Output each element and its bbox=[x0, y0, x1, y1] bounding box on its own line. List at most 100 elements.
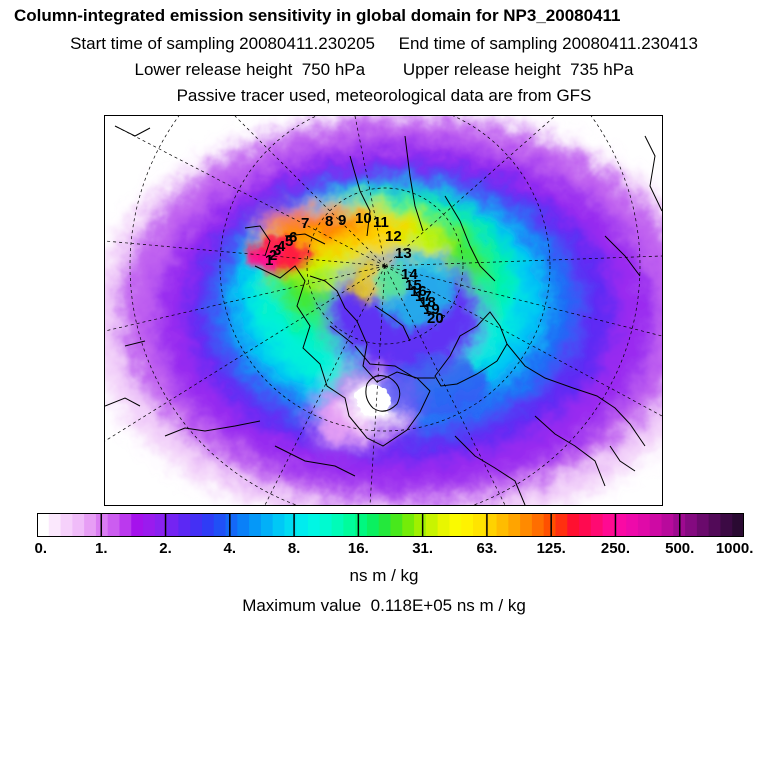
flight-label-9: 9 bbox=[338, 212, 346, 229]
colorbar-tick-label: 1. bbox=[95, 540, 108, 557]
plot-title: Column-integrated emission sensitivity i… bbox=[14, 6, 621, 25]
end-time: End time of sampling 20080411.230413 bbox=[398, 34, 698, 53]
coastlines bbox=[105, 125, 662, 505]
flight-label-6: 6 bbox=[289, 229, 297, 246]
colorbar-cell bbox=[343, 513, 356, 537]
colorbar-tick-label: 63. bbox=[476, 540, 498, 557]
colorbar-cell bbox=[166, 513, 179, 537]
sampling-times: Start time of sampling 20080411.230205 E… bbox=[0, 34, 768, 54]
release-heights: Lower release height 750 hPa Upper relea… bbox=[0, 60, 768, 80]
colorbar-cell bbox=[708, 513, 722, 537]
colorbar-cell bbox=[331, 513, 344, 537]
colorbar-cell bbox=[378, 513, 392, 537]
colorbar-cell bbox=[449, 513, 462, 537]
colorbar-tick-label: 500. bbox=[665, 540, 695, 557]
flight-label-3: 3 bbox=[273, 242, 281, 259]
colorbar-tick-label: 1000. bbox=[715, 540, 754, 557]
colorbar-tick-label: 0. bbox=[34, 540, 48, 557]
flight-label-19: 19 bbox=[423, 301, 440, 318]
colorbar-cell bbox=[390, 513, 403, 537]
colorbar-cell bbox=[472, 513, 486, 537]
colorbar-cell bbox=[107, 513, 121, 537]
maximum-value: Maximum value 0.118E+05 ns m / kg bbox=[242, 596, 526, 615]
start-time: Start time of sampling 20080411.230205 bbox=[70, 34, 376, 53]
flight-label-4: 4 bbox=[277, 238, 286, 255]
colorbar-tick-label: 8. bbox=[287, 540, 301, 557]
colorbar-cell bbox=[696, 513, 710, 537]
colorbar-cell bbox=[579, 513, 592, 537]
colorbar-cell bbox=[249, 513, 262, 537]
colorbar-cell bbox=[284, 513, 297, 537]
colorbar-cell bbox=[732, 513, 744, 537]
colorbar-tick-label: 2. bbox=[159, 540, 172, 557]
flight-label-15: 15 bbox=[405, 277, 422, 294]
colorbar-cell bbox=[614, 513, 627, 537]
colorbar-cell bbox=[531, 513, 545, 537]
colorbar-cell bbox=[414, 513, 427, 537]
colorbar-cell bbox=[355, 513, 368, 537]
colorbar-cell bbox=[72, 513, 85, 537]
flight-label-7: 7 bbox=[301, 215, 309, 232]
flight-label-11: 11 bbox=[373, 214, 389, 231]
colorbar-cell bbox=[154, 513, 168, 537]
colorbar-cell bbox=[543, 513, 557, 537]
colorbar-ticks bbox=[37, 513, 744, 537]
sensitivity-field bbox=[105, 116, 662, 505]
colorbar-cell bbox=[143, 513, 156, 537]
flight-track-labels: 1 2 3 4 5 6 7 8 9 10 11 12 13 14 15 16 1… bbox=[265, 210, 444, 327]
lower-release-height: Lower release height 750 hPa bbox=[134, 60, 366, 79]
colorbar-cell bbox=[508, 513, 521, 537]
colorbar-cell bbox=[37, 513, 50, 537]
colorbar-cell bbox=[626, 513, 639, 537]
colorbar-cell bbox=[213, 513, 227, 537]
map-canvas: 1 2 3 4 5 6 7 8 9 10 11 12 13 14 15 16 1… bbox=[105, 116, 662, 505]
flight-label-14: 14 bbox=[401, 266, 418, 283]
flight-label-10: 10 bbox=[355, 210, 372, 227]
colorbar-cell bbox=[661, 513, 674, 537]
colorbar-cell bbox=[95, 513, 109, 537]
flight-label-2: 2 bbox=[269, 247, 277, 264]
colorbar-cell bbox=[48, 513, 62, 537]
colorbar-cell bbox=[437, 513, 451, 537]
colorbar-cell bbox=[602, 513, 615, 537]
colorbar-cell bbox=[237, 513, 250, 537]
flight-label-17: 17 bbox=[415, 288, 432, 305]
colorbar-cell bbox=[201, 513, 215, 537]
colorbar-cell bbox=[555, 513, 568, 537]
tracer-info: Passive tracer used, meteorological data… bbox=[176, 86, 592, 105]
colorbar-cell bbox=[402, 513, 415, 537]
colorbar-cell bbox=[296, 513, 309, 537]
flight-label-8: 8 bbox=[325, 213, 333, 230]
colorbar-cells bbox=[37, 513, 744, 537]
colorbar-cell bbox=[567, 513, 580, 537]
colorbar-cell bbox=[131, 513, 144, 537]
flight-label-20: 20 bbox=[427, 310, 444, 327]
colorbar-tick-label: 125. bbox=[536, 540, 566, 557]
colorbar-cell bbox=[190, 513, 203, 537]
colorbar-cell bbox=[649, 513, 663, 537]
colorbar-cell bbox=[461, 513, 474, 537]
colorbar-tick-label: 31. bbox=[412, 540, 434, 557]
flight-label-1: 1 bbox=[265, 252, 273, 269]
colorbar-cell bbox=[308, 513, 321, 537]
flight-label-5: 5 bbox=[285, 233, 293, 250]
colorbar-tick-label: 16. bbox=[347, 540, 369, 557]
colorbar-cell bbox=[272, 513, 286, 537]
colorbar-cell bbox=[496, 513, 509, 537]
colorbar-cell bbox=[119, 513, 132, 537]
colorbar-cell bbox=[425, 513, 439, 537]
colorbar-unit: ns m / kg bbox=[349, 566, 419, 585]
colorbar-tick-label: 4. bbox=[223, 540, 237, 557]
colorbar bbox=[37, 513, 744, 537]
flight-label-13: 13 bbox=[395, 245, 412, 262]
colorbar-cell bbox=[590, 513, 604, 537]
colorbar-cell bbox=[225, 513, 238, 537]
colorbar-cell bbox=[319, 513, 333, 537]
flight-label-16: 16 bbox=[410, 283, 427, 300]
colorbar-cell bbox=[60, 513, 73, 537]
colorbar-cell bbox=[84, 513, 97, 537]
colorbar-frame bbox=[37, 513, 744, 537]
colorbar-cell bbox=[178, 513, 191, 537]
graticule bbox=[105, 116, 662, 505]
flight-label-12: 12 bbox=[385, 228, 402, 245]
